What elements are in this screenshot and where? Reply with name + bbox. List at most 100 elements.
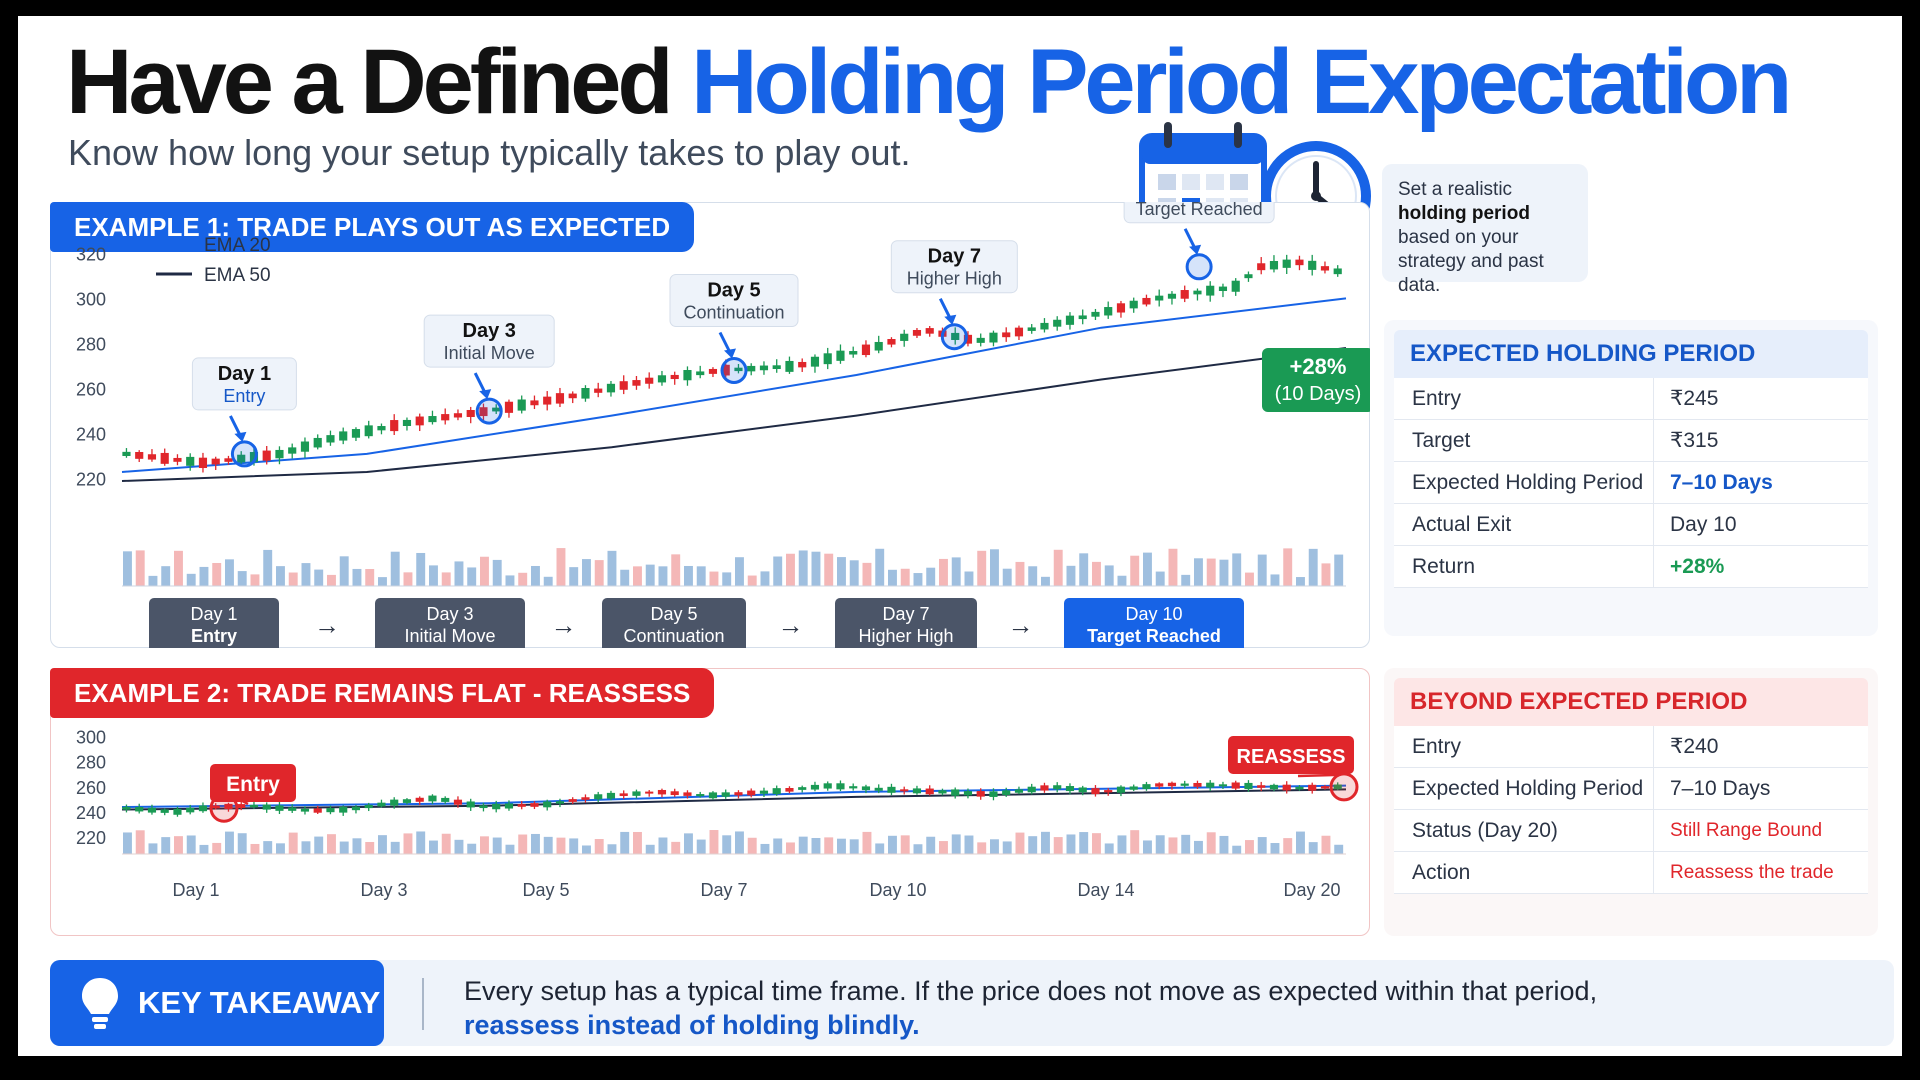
volume-bar [390, 551, 400, 586]
candle [555, 393, 565, 404]
timeline-step [1064, 598, 1244, 648]
candle [351, 806, 361, 811]
x-tick-label: Day 3 [360, 880, 407, 900]
info-card-text-end: based on your strategy and past data. [1398, 227, 1544, 296]
volume-bar [288, 572, 298, 586]
candle [428, 416, 437, 423]
candle [135, 451, 144, 459]
volume-bar [480, 836, 489, 854]
ema-line-50 [121, 347, 1347, 482]
candle [963, 791, 973, 796]
expected-table-value: ₹315 [1670, 429, 1719, 452]
candle [1269, 784, 1279, 790]
candle [1308, 784, 1317, 791]
beyond-table-row: Status (Day 20) Still Range Bound [1394, 810, 1868, 852]
volume-bar [250, 574, 260, 586]
volume-bar [250, 843, 260, 854]
annotation-marker [720, 357, 748, 385]
candle [504, 803, 514, 809]
candle [198, 457, 208, 469]
volume-bar [1321, 835, 1331, 854]
volume-bar [773, 556, 783, 586]
candle [1308, 260, 1317, 270]
candle [351, 429, 361, 438]
annotation-marker [1185, 253, 1213, 281]
volume-bar [747, 837, 757, 854]
candle [1206, 782, 1215, 788]
candle [657, 789, 667, 795]
candle [224, 803, 233, 810]
annotation-arrowhead [479, 389, 492, 400]
volume-bar [722, 572, 732, 586]
x-tick-label: Day 7 [700, 880, 747, 900]
candle [594, 794, 603, 800]
candle [900, 789, 909, 792]
volume-bar [875, 843, 885, 854]
volume-bar [1181, 574, 1191, 586]
candle [1244, 782, 1253, 790]
candle [504, 401, 514, 413]
candle [836, 783, 845, 790]
volume-bar [543, 576, 553, 586]
volume-bar [1155, 571, 1165, 586]
annotation-desc: Initial Move [444, 343, 535, 363]
expected-table-value: +28% [1670, 555, 1725, 578]
candle [1091, 311, 1100, 317]
expected-table-row: Actual Exit Day 10 [1394, 504, 1868, 546]
volume-bar [1219, 559, 1229, 586]
volume-bar [607, 844, 617, 854]
y-tick-label: 300 [76, 289, 106, 309]
volume-bar [429, 565, 438, 586]
volume-bar [1041, 576, 1050, 586]
example-2-chart: 220 240 260 280 300 Day 1 Day 3 Day 5 Day 7 Day 1… [76, 728, 1359, 900]
annotation-day: Day 7 [928, 246, 981, 268]
candle [1014, 789, 1024, 793]
volume-bar [543, 836, 553, 854]
candle [568, 393, 577, 399]
volume-bar [339, 556, 349, 586]
volume-bar [467, 843, 477, 854]
candle [925, 328, 934, 334]
volume-bar [939, 558, 948, 586]
volume-bar [301, 563, 311, 586]
candle [1155, 295, 1164, 301]
volume-bar [441, 572, 451, 586]
volume-bar [1308, 548, 1318, 586]
timeline-step-desc: Initial Move [404, 626, 495, 646]
volume-bar [735, 831, 744, 854]
volume-bar [339, 841, 349, 854]
annotation-desc: Entry [223, 386, 265, 406]
expected-table-row: Expected Holding Period 7–10 Days [1394, 462, 1868, 504]
x-tick-label: Day 10 [869, 880, 926, 900]
timeline-arrow: → [314, 610, 340, 640]
volume-bar [824, 837, 834, 854]
volume-bar [212, 562, 222, 586]
candle [1053, 785, 1062, 790]
volume-bar [1143, 552, 1152, 586]
candle [288, 807, 297, 811]
candle [1142, 784, 1151, 789]
candle [823, 353, 832, 365]
candle [912, 329, 922, 336]
legend-ema20-label: EMA 20 [204, 235, 271, 256]
volume-bar [1296, 831, 1305, 854]
volume-bar [531, 565, 540, 586]
candle [568, 799, 577, 802]
y-tick-label: 280 [76, 334, 106, 354]
candle [1104, 790, 1113, 793]
volume-bar [237, 571, 247, 586]
candle [823, 783, 832, 789]
volume-bar [811, 837, 821, 854]
volume-bar [518, 834, 528, 854]
y-tick-label: 260 [76, 778, 106, 798]
candle [1129, 300, 1138, 309]
info-card-text: Set a realistic [1398, 179, 1513, 200]
candle [517, 399, 526, 411]
candle [288, 447, 297, 454]
volume-bar [824, 553, 834, 586]
volume-bar [199, 566, 209, 586]
candle [581, 797, 590, 800]
volume-bar [620, 569, 630, 586]
candle [912, 788, 922, 794]
candle [951, 332, 960, 340]
